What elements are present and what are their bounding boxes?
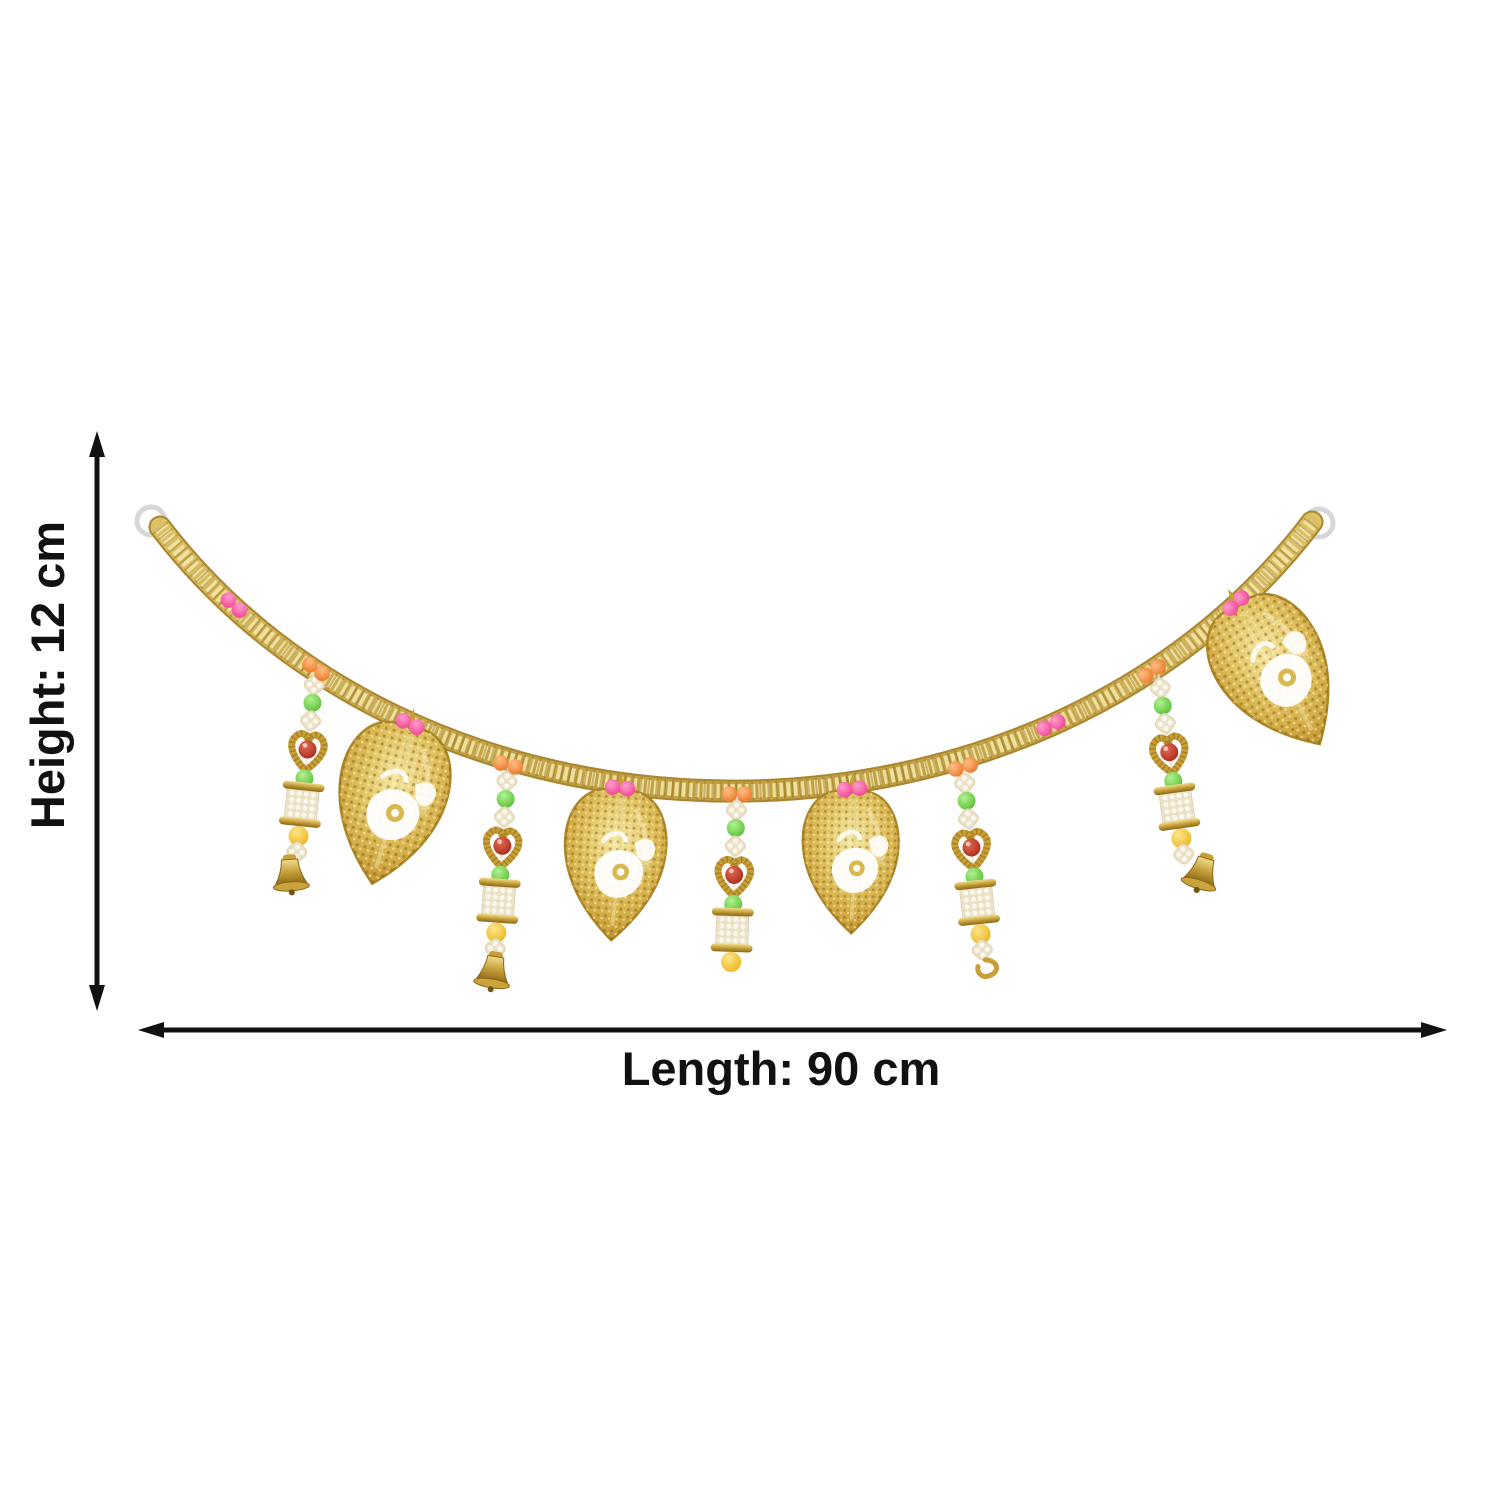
bead-tassel-3 (710, 793, 758, 972)
arrow-up-icon (89, 431, 105, 457)
bead-tassel-1 (270, 666, 337, 898)
length-dimension: Length: 90 cm (138, 1022, 1447, 1095)
gold-leaf-4 (1180, 562, 1365, 772)
height-dimension: Height: 12 cm (21, 431, 105, 1011)
height-label: Height: 12 cm (21, 521, 74, 829)
arrow-right-icon (1421, 1022, 1447, 1038)
bead-tassel-2 (471, 764, 529, 996)
bead-tassel-4 (942, 765, 1006, 979)
bell-ornament (471, 948, 515, 996)
length-label: Length: 90 cm (622, 1042, 941, 1095)
bead-tassel-5 (1137, 666, 1226, 899)
bell-ornament (270, 852, 311, 898)
arrow-down-icon (89, 985, 105, 1011)
toran-garland (134, 504, 1365, 996)
beaded-rope (148, 510, 1324, 803)
gold-hook (975, 957, 1000, 979)
arrow-left-icon (138, 1022, 164, 1038)
